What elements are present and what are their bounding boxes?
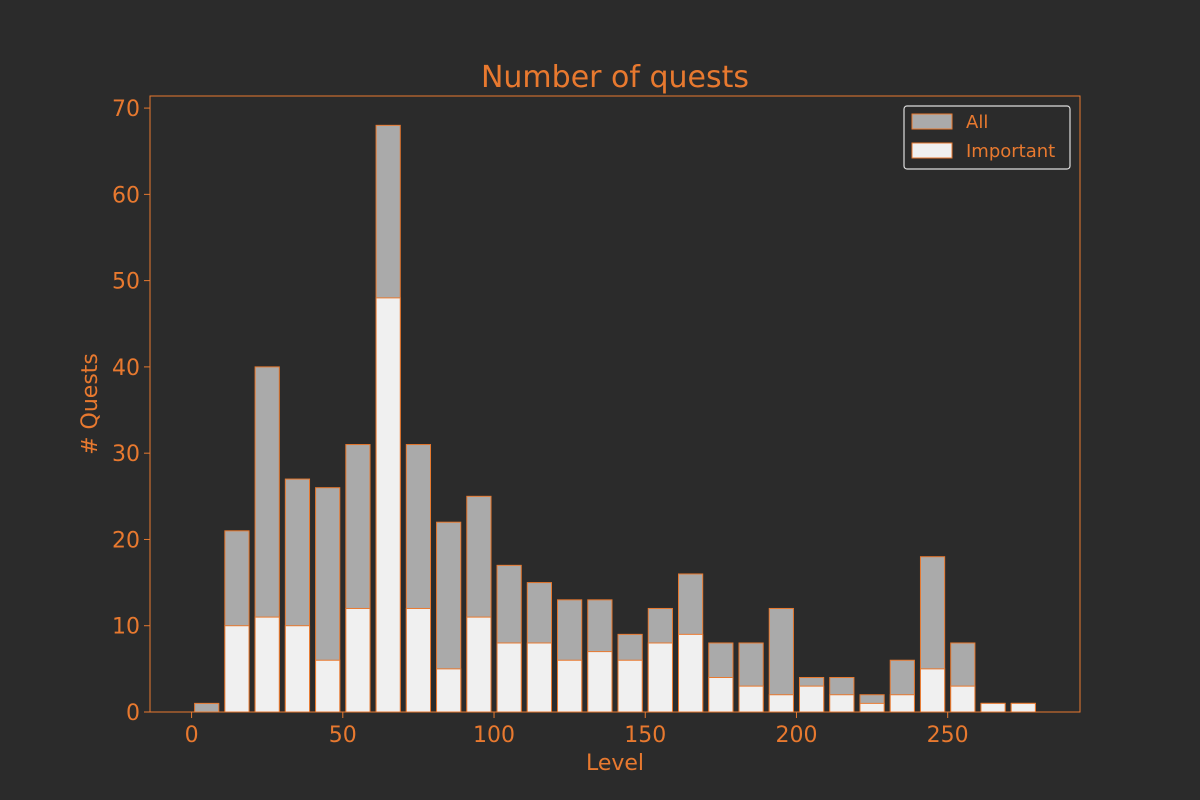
bar-important [950,685,976,713]
bar-important [647,642,673,713]
bar-important [919,668,946,713]
bar-important [284,625,311,713]
y-tick-label: 0 [126,701,140,726]
y-tick-label: 30 [112,442,140,467]
bar-important [405,607,432,713]
bar-all [194,702,220,713]
bar-important [738,685,764,713]
bar-important [224,625,250,713]
bar-important [798,685,825,713]
x-tick-label: 200 [775,723,817,748]
x-tick-label: 150 [624,723,666,748]
bar-important [1010,702,1036,713]
y-axis-label: # Quests [78,353,103,455]
bar-important [436,668,462,713]
bar-important [254,616,280,713]
x-tick-label: 100 [473,723,515,748]
x-tick-label: 50 [329,723,357,748]
legend: All Important [903,105,1071,170]
legend-swatch-important [911,142,953,159]
y-tick-label: 60 [112,183,140,208]
bar-important [617,659,643,713]
legend-swatch-all [911,113,953,130]
bars-all-series [194,124,1036,713]
x-axis-ticks: 0 50 100 150 200 250 [185,712,969,748]
x-tick-label: 250 [927,723,969,748]
bar-important [557,659,583,713]
y-tick-label: 40 [112,356,140,381]
bar-important [496,642,522,713]
bar-important [315,659,341,713]
bar-important [345,607,371,713]
bar-important [768,694,794,713]
x-tick-label: 0 [185,723,199,748]
legend-label-all: All [966,112,988,133]
y-tick-label: 20 [112,528,140,553]
bar-important [829,694,855,713]
bar-important [466,616,492,713]
y-tick-label: 10 [112,615,140,640]
y-tick-label: 70 [112,97,140,122]
y-axis-ticks: 0 10 20 30 40 50 60 70 [112,97,150,726]
bar-important [678,633,704,713]
bar-important [859,702,885,713]
bar-important [375,297,401,713]
chart-title: Number of quests [481,60,749,95]
y-tick-label: 50 [112,270,140,295]
plot-frame [149,95,1081,713]
bar-important [526,642,552,713]
bar-important [889,694,915,713]
bar-important [708,676,734,713]
bars-important-series [224,297,1036,713]
bar-important [587,651,613,713]
legend-label-important: Important [966,141,1055,162]
bar-important [980,702,1006,713]
x-axis-label: Level [586,751,644,776]
